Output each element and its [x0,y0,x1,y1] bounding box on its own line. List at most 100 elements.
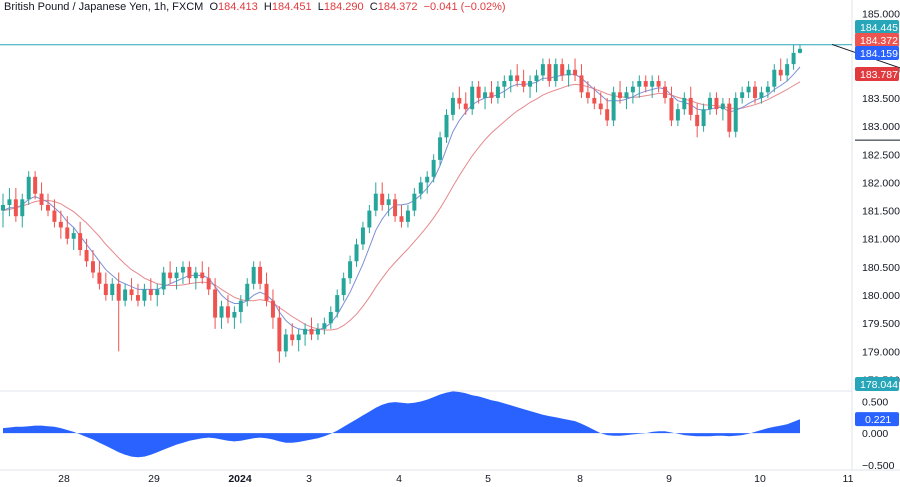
candle-body [322,323,327,329]
candle-body [759,92,764,98]
candle-body [785,64,790,76]
price-tick-label: 181.000 [862,234,900,246]
time-tick-label: 11 [843,473,854,485]
candle-body [765,86,770,93]
candle-body [258,266,263,284]
price-tick-label: 185.000 [862,8,900,20]
candle [598,92,603,115]
high-value: 184.451 [271,1,312,13]
candle [290,323,295,346]
price-tick-label: 180.500 [862,262,900,274]
candle-body [200,272,205,279]
candle [624,86,629,110]
candle-body [380,193,385,205]
candle [765,81,770,98]
candle [360,221,365,251]
price-tick-label: 182.500 [862,149,900,161]
candle-body [560,64,565,76]
candle [116,272,121,352]
time-tick-label: 9 [666,473,672,485]
candle-body [701,109,706,127]
candle-body [155,289,160,296]
candle-body [553,64,558,82]
candle-body [148,289,153,296]
candle-body [135,295,140,301]
oscillator-tick-label: 0.500 [862,397,888,409]
candle-body [714,97,719,110]
oscillator-tick-label: 0.000 [862,428,888,440]
candle-body [225,306,230,318]
candle-body [483,92,488,98]
candle [714,92,719,115]
candle [103,272,108,301]
candle [45,193,50,217]
candle [515,64,520,87]
candle-body [566,69,571,76]
time-tick-label: 28 [58,473,70,485]
candle [656,75,661,93]
candle [180,261,185,284]
candle-body [727,103,732,132]
time-tick-label: 5 [485,473,491,485]
candle-body [251,266,256,284]
candle [502,75,507,98]
price-tick-label: 183.500 [862,93,900,105]
candle [489,81,494,104]
change-value: −0.041 (−0.02%) [423,1,506,13]
candle [110,278,115,301]
candle-body [129,289,134,296]
candle-body [515,75,520,82]
candle-body [110,283,115,296]
candle-body [20,199,25,217]
candle [540,58,545,82]
candle-body [431,159,436,177]
candle-body [669,97,674,121]
candle [778,58,783,82]
candle-body [656,81,661,87]
candle [26,171,31,205]
candle [566,64,571,87]
candle-body [238,300,243,312]
candle [155,283,160,307]
candle-body [39,193,44,205]
candle [798,44,802,54]
candle [470,81,475,115]
candle-body [399,216,404,222]
candle [20,193,25,228]
candle-body [283,334,288,352]
oscillator-area [3,391,800,458]
oscillator-tag: 0.221 [855,412,899,427]
candle-body [450,97,455,115]
candle-body [540,64,545,76]
price-tick-label: 180.000 [862,290,900,302]
candle [283,328,288,358]
candle [720,97,725,121]
price-tag-box [855,33,899,47]
candle [663,81,668,104]
candle-body [624,92,629,98]
candle-body [630,86,635,93]
candle-body [682,97,687,110]
candle [219,300,224,329]
candle [123,283,128,307]
price-tick-label: 179.500 [862,318,900,330]
candle [585,81,590,104]
price-tag-label: 184.445 [860,22,898,34]
candle [1,193,5,228]
candle [579,64,584,98]
candle-body [637,81,642,87]
candle [740,86,745,104]
candle [399,204,404,228]
price-tag: 184.372 [855,33,899,47]
price-tick-label: 181.500 [862,206,900,218]
candle [348,255,353,284]
candle [270,289,275,329]
candle-body [695,114,700,127]
candle-body [618,92,623,98]
candle-body [142,289,147,301]
price-tag-box [855,20,899,34]
candle [213,278,218,329]
oscillator-tag-box [855,412,899,427]
candle-body [219,306,224,318]
